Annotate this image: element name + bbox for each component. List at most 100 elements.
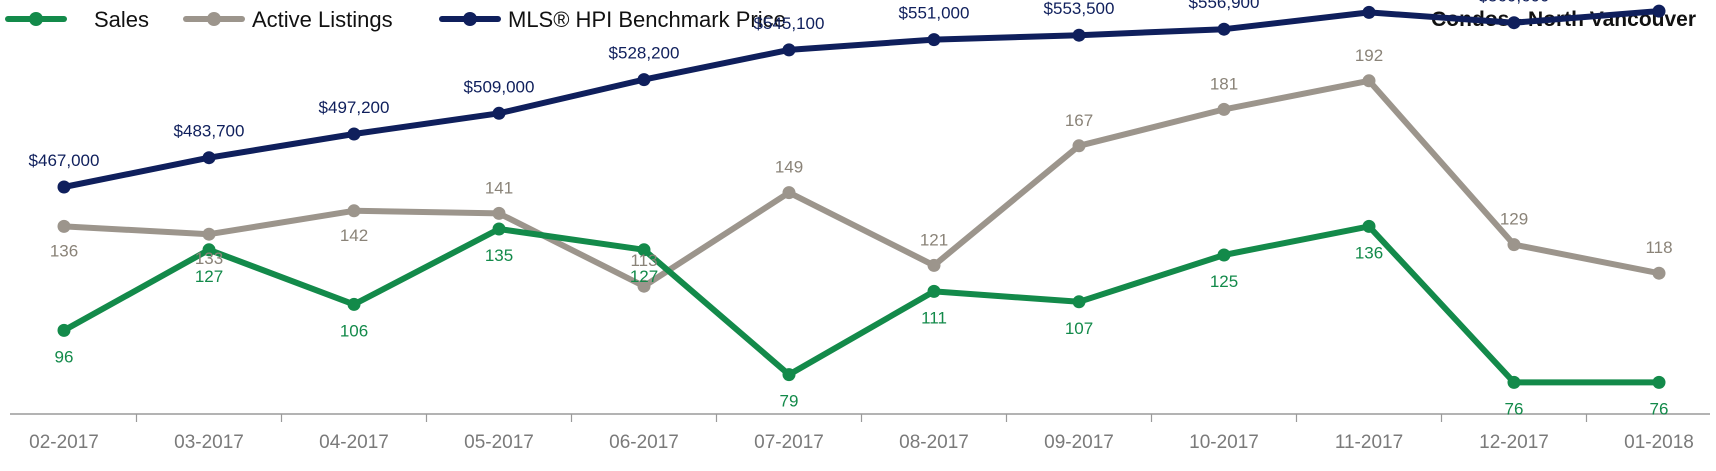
price-data-label: $528,200 [609, 44, 680, 63]
listings-data-label: 136 [50, 241, 78, 260]
price-data-label: $560,600 [1479, 0, 1550, 6]
legend-swatch-marker [29, 12, 43, 26]
sales-data-label: 79 [780, 392, 799, 411]
x-tick-label: 08-2017 [899, 432, 969, 453]
sales-data-label: 111 [921, 308, 947, 327]
data-point-benchmark-price [927, 33, 941, 47]
price-data-label: $483,700 [174, 122, 245, 141]
listings-data-label: 129 [1500, 210, 1528, 229]
x-tick-label: 11-2017 [1335, 432, 1403, 453]
data-point-benchmark-price [1362, 5, 1376, 19]
data-point-benchmark-price [782, 43, 796, 57]
listings-data-label: 121 [920, 230, 948, 249]
x-tick-label: 02-2017 [29, 432, 99, 453]
data-point-active-listings [1072, 139, 1086, 153]
data-point-benchmark-price [492, 106, 506, 120]
listings-data-label: 181 [1210, 74, 1238, 93]
data-point-benchmark-price [1507, 16, 1521, 30]
data-point-sales [1072, 295, 1086, 309]
sales-data-label: 127 [630, 267, 658, 286]
data-point-sales [1507, 375, 1521, 389]
x-tick-label: 12-2017 [1479, 432, 1549, 453]
data-point-active-listings [1652, 266, 1666, 280]
price-data-label: $551,000 [899, 4, 970, 23]
data-point-benchmark-price [202, 151, 216, 165]
data-point-active-listings [1507, 238, 1521, 252]
listings-data-label: 167 [1065, 111, 1093, 130]
data-point-active-listings [637, 279, 651, 293]
price-data-label: $553,500 [1044, 0, 1115, 18]
x-axis: 02-2017 03-2017 04-2017 05-2017 06-2017 07-20… [10, 413, 1710, 453]
series-layer [57, 4, 1666, 389]
legend-label: Active Listings [252, 7, 393, 32]
price-data-label: $556,900 [1189, 0, 1260, 12]
data-point-sales [1362, 219, 1376, 233]
data-point-sales [492, 222, 506, 236]
series-sales [57, 219, 1666, 389]
legend-swatch-marker [207, 12, 221, 26]
legend-item-0: Sales [5, 7, 149, 32]
listings-data-label: 149 [775, 158, 803, 177]
data-point-sales [347, 297, 361, 311]
sales-data-label: 125 [1210, 272, 1238, 291]
x-tick-label: 07-2017 [754, 432, 824, 453]
x-tick-label: 04-2017 [319, 432, 389, 453]
data-point-benchmark-price [1072, 28, 1086, 42]
legend: Sales Active Listings MLS® HPI Benchmark P… [5, 7, 786, 32]
price-data-label: $497,200 [319, 98, 390, 117]
listings-data-label: 141 [485, 178, 513, 197]
sales-data-label: 96 [55, 347, 74, 366]
data-point-sales [782, 368, 796, 382]
x-tick-label: 09-2017 [1044, 432, 1114, 453]
series-benchmark-price [57, 4, 1666, 194]
series-active-listings [57, 74, 1666, 293]
x-tick-label: 03-2017 [174, 432, 244, 453]
legend-item-1: Active Listings [183, 7, 393, 32]
price-data-label: $467,000 [29, 151, 100, 170]
data-point-active-listings [202, 227, 216, 241]
data-point-benchmark-price [57, 180, 71, 194]
data-point-sales [202, 243, 216, 257]
sales-data-label: 106 [340, 321, 368, 340]
x-tick-label: 06-2017 [609, 432, 679, 453]
legend-swatch-marker [463, 12, 477, 26]
listings-data-label: 113 [630, 251, 657, 270]
x-tick-label: 01-2018 [1624, 432, 1694, 453]
sales-data-label: 107 [1065, 319, 1093, 338]
data-point-active-listings [927, 258, 941, 272]
sales-data-label: 76 [1650, 399, 1669, 418]
data-point-benchmark-price [637, 73, 651, 87]
x-tick-label: 10-2017 [1189, 432, 1259, 453]
data-point-active-listings [782, 186, 796, 200]
data-point-benchmark-price [347, 127, 361, 141]
data-point-sales [637, 243, 651, 257]
data-point-active-listings [492, 206, 506, 220]
legend-label: MLS® HPI Benchmark Price [508, 7, 786, 32]
price-data-label: $509,000 [464, 77, 535, 96]
data-point-sales [1217, 248, 1231, 262]
data-point-active-listings [57, 219, 71, 233]
series-line-sales [61, 223, 1662, 386]
data-point-sales [57, 323, 71, 337]
data-point-benchmark-price [1217, 22, 1231, 36]
legend-item-2: MLS® HPI Benchmark Price [439, 7, 786, 32]
sales-data-label: 76 [1505, 399, 1524, 418]
data-point-active-listings [1217, 102, 1231, 116]
listings-data-label: 133 [195, 249, 223, 268]
sales-data-label: 127 [195, 267, 223, 286]
legend-label: Sales [94, 7, 149, 32]
series-line-active-listings [61, 77, 1662, 290]
x-tick-label: 05-2017 [464, 432, 534, 453]
series-line-benchmark-price [61, 8, 1662, 190]
sales-data-label: 136 [1355, 243, 1383, 262]
price-data-label: $545,100 [754, 14, 825, 33]
listings-data-label: 192 [1355, 46, 1383, 65]
data-point-active-listings [347, 204, 361, 218]
data-point-sales [1652, 375, 1666, 389]
data-point-benchmark-price [1652, 4, 1666, 18]
listings-data-label: 118 [1645, 238, 1672, 257]
sales-data-label: 135 [485, 246, 513, 265]
listings-data-label: 142 [340, 226, 368, 245]
